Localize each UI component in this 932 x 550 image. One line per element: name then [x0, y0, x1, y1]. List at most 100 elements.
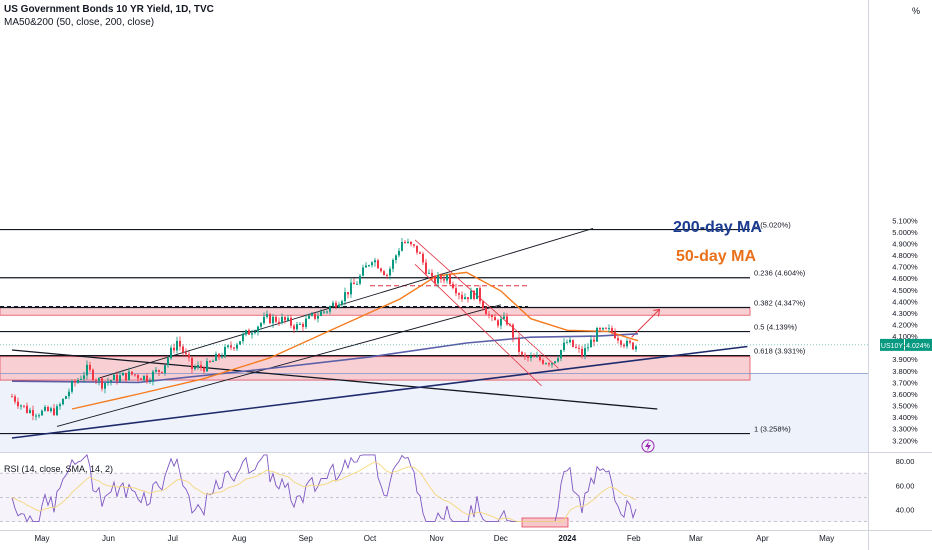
candle-body — [142, 375, 145, 381]
candle-body — [148, 381, 151, 383]
candle-body — [619, 340, 622, 345]
candle-body — [559, 350, 562, 359]
candle-body — [526, 356, 529, 358]
candle-body — [382, 271, 385, 276]
price-tick-label: 4.500% — [892, 286, 918, 295]
candle-body — [25, 405, 28, 413]
long-uptrend-support-line — [11, 345, 748, 439]
candle-body — [337, 304, 340, 308]
candle-body — [151, 371, 154, 382]
candle-body — [247, 330, 250, 335]
price-tick-label: 3.400% — [892, 413, 918, 422]
candle-body — [271, 316, 274, 324]
candle-body — [223, 346, 226, 357]
candle-body — [388, 268, 391, 276]
candle-body — [427, 272, 430, 274]
candle-body — [379, 268, 382, 272]
rsi-pane: 80.00 60.00 40.00 — [0, 454, 915, 528]
price-tick-label: 4.600% — [892, 274, 918, 283]
candle-body — [313, 313, 316, 319]
price-tick-label: 3.800% — [892, 367, 918, 376]
candle-body — [43, 406, 46, 411]
candle-body — [358, 275, 361, 284]
candle-body — [622, 344, 625, 347]
candle-body — [550, 363, 553, 365]
ma200-annotation: 200-day MA — [673, 219, 762, 236]
candle-body — [529, 356, 532, 358]
price-tick-label: 5.000% — [892, 228, 918, 237]
price-tick-label: 3.600% — [892, 390, 918, 399]
candle-body — [157, 369, 160, 372]
lightning-glyph — [645, 441, 651, 451]
candle-body — [340, 301, 343, 305]
ticker-label: US10Y — [881, 343, 904, 350]
candle-body — [106, 381, 109, 384]
candle-body — [19, 405, 22, 407]
ma50-line — [71, 271, 639, 410]
fib-level-label: 0.5 (4.139%) — [754, 323, 797, 332]
candle-body — [451, 283, 454, 289]
candle-body — [334, 302, 337, 308]
candle-body — [10, 396, 13, 398]
long-downtrend-line — [11, 349, 658, 410]
price-tick-label: 4.100% — [892, 332, 918, 341]
candle-body — [331, 302, 334, 307]
candle-body — [298, 323, 301, 325]
price-tick-label: 4.300% — [892, 309, 918, 318]
lightning-icon — [641, 439, 655, 453]
candle-body — [391, 259, 394, 269]
candle-body — [481, 301, 484, 309]
rsi-tick-label: 80.00 — [896, 457, 915, 466]
candles-layer — [10, 237, 637, 421]
candle-body — [484, 308, 487, 315]
candle-body — [616, 338, 619, 341]
candle-body — [94, 380, 97, 382]
channel-upper-line — [99, 227, 594, 379]
time-tick-label: Jun — [102, 534, 115, 543]
time-tick-label: Jul — [168, 534, 178, 543]
projection-arrowhead — [653, 308, 661, 317]
candle-body — [31, 410, 34, 416]
fib-level-label: 0 (5.020%) — [754, 221, 791, 230]
time-tick-label: 2024 — [558, 534, 576, 543]
candle-body — [262, 316, 265, 324]
falling-channel-lower — [414, 263, 542, 387]
candle-body — [295, 324, 298, 330]
candle-body — [139, 378, 142, 381]
candle-body — [574, 346, 577, 348]
candle-body — [445, 275, 448, 281]
candle-body — [625, 340, 628, 347]
candle-body — [586, 347, 589, 349]
candle-body — [160, 371, 163, 373]
ma50-annotation: 50-day MA — [676, 248, 756, 265]
candle-body — [187, 354, 190, 358]
candle-body — [325, 311, 328, 313]
ticker-badge — [880, 338, 904, 351]
candle-body — [49, 408, 52, 412]
candle-body — [250, 333, 253, 335]
candle-body — [442, 279, 445, 281]
candle-body — [490, 315, 493, 318]
candle-body — [181, 346, 184, 353]
candle-body — [523, 354, 526, 357]
candle-body — [208, 361, 211, 363]
candle-body — [499, 318, 502, 326]
channel-lower-line — [56, 304, 501, 427]
candle-body — [64, 396, 67, 399]
candle-body — [202, 367, 205, 372]
candle-body — [163, 365, 166, 373]
candle-body — [328, 306, 331, 312]
candle-body — [466, 297, 469, 300]
candle-body — [505, 316, 508, 325]
candle-body — [580, 348, 583, 356]
chart-title: US Government Bonds 10 YR Yield, 1D, TVC — [4, 4, 214, 15]
candle-body — [205, 361, 208, 372]
time-tick-label: Sep — [299, 534, 314, 543]
candle-body — [556, 358, 559, 362]
candle-body — [28, 410, 31, 413]
price-tick-label: 3.700% — [892, 378, 918, 387]
candle-body — [583, 348, 586, 356]
rsi-sma-line — [11, 461, 637, 523]
